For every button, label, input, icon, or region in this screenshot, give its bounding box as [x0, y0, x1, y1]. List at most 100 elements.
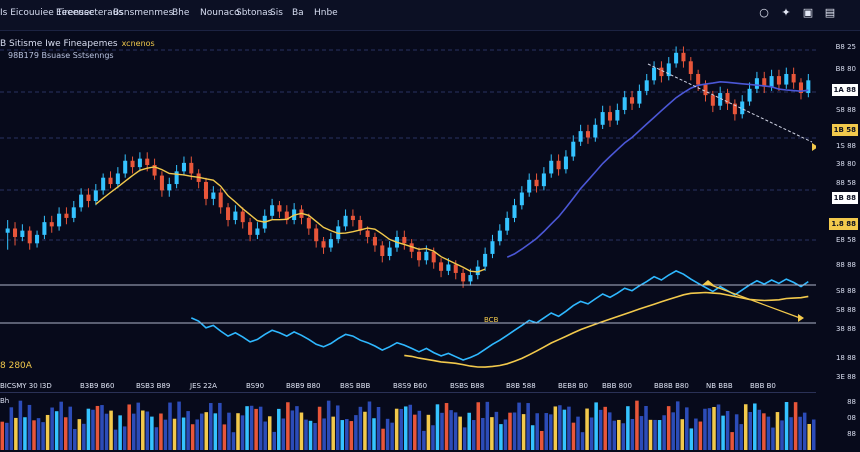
candle[interactable]	[615, 109, 620, 121]
candle[interactable]	[255, 228, 260, 235]
price-axis[interactable]: B8 25 B8 80 1A 88 S8 88 1B 58 1S 88 38 8…	[816, 30, 860, 392]
candle[interactable]	[372, 236, 377, 246]
candle[interactable]	[490, 241, 495, 254]
candle[interactable]	[666, 63, 671, 77]
layout-icon[interactable]: ▣	[802, 6, 814, 19]
candle[interactable]	[439, 262, 444, 271]
candle[interactable]	[350, 215, 355, 221]
candle[interactable]	[718, 93, 723, 106]
candle[interactable]	[5, 228, 10, 233]
menu-item-9[interactable]: Hnbe	[314, 8, 338, 18]
candle[interactable]	[270, 205, 275, 216]
candle[interactable]	[167, 184, 172, 191]
candle[interactable]	[152, 165, 157, 176]
candle[interactable]	[710, 95, 715, 106]
candle[interactable]	[791, 73, 796, 83]
trendline[interactable]	[707, 283, 801, 319]
candle[interactable]	[71, 207, 76, 218]
candle[interactable]	[343, 215, 348, 227]
candle[interactable]	[277, 205, 282, 212]
search-icon[interactable]: ○	[759, 6, 769, 19]
menu-item-7[interactable]: Sis	[270, 8, 283, 18]
candle[interactable]	[226, 207, 231, 221]
candle[interactable]	[145, 158, 150, 165]
candle[interactable]	[181, 162, 186, 172]
candle[interactable]	[101, 177, 106, 191]
candle[interactable]	[358, 220, 363, 231]
candle[interactable]	[578, 131, 583, 142]
candle[interactable]	[776, 76, 781, 85]
candle[interactable]	[806, 80, 811, 94]
candle[interactable]	[27, 230, 32, 244]
candle[interactable]	[659, 67, 664, 77]
candle[interactable]	[86, 194, 91, 201]
candle[interactable]	[703, 84, 708, 96]
candle[interactable]	[49, 222, 54, 227]
candle[interactable]	[534, 179, 539, 187]
candle[interactable]	[674, 52, 679, 64]
candle[interactable]	[248, 222, 253, 235]
candle[interactable]	[505, 217, 510, 231]
candle[interactable]	[402, 236, 407, 244]
candle[interactable]	[652, 67, 657, 81]
candle[interactable]	[461, 272, 466, 282]
candle[interactable]	[475, 266, 480, 276]
menu-item-6[interactable]: Sbtonas	[236, 8, 273, 18]
menu-item-8[interactable]: Ba	[292, 8, 304, 18]
candle[interactable]	[387, 247, 392, 257]
candle[interactable]	[123, 160, 128, 174]
candle[interactable]	[203, 181, 209, 199]
candle[interactable]	[585, 131, 590, 138]
candle[interactable]	[556, 160, 561, 170]
candle[interactable]	[42, 222, 47, 235]
time-axis[interactable]: BICSMY 30 I3D B3B9 B60 BSB3 B89 JES 22A …	[0, 380, 816, 392]
candle[interactable]	[79, 194, 84, 208]
candle[interactable]	[483, 253, 488, 267]
candle[interactable]	[20, 230, 25, 237]
save-icon[interactable]: ▤	[824, 6, 836, 19]
candle[interactable]	[416, 251, 422, 261]
candle[interactable]	[593, 124, 598, 138]
candle[interactable]	[740, 101, 745, 115]
candle[interactable]	[512, 205, 517, 218]
candle[interactable]	[284, 211, 289, 221]
candle[interactable]	[798, 82, 804, 94]
candle[interactable]	[130, 160, 135, 168]
candle[interactable]	[174, 171, 179, 185]
candle[interactable]	[218, 192, 223, 208]
candle[interactable]	[497, 230, 502, 242]
candle[interactable]	[409, 243, 414, 252]
menu-item-5[interactable]: Nounaco	[200, 8, 240, 18]
candle[interactable]	[240, 211, 245, 223]
candle[interactable]	[630, 97, 635, 104]
candle[interactable]	[607, 112, 613, 121]
candle[interactable]	[600, 112, 605, 125]
candle[interactable]	[64, 213, 69, 218]
candle[interactable]	[696, 73, 701, 85]
candle[interactable]	[365, 230, 370, 237]
settings-icon[interactable]: ✦	[781, 6, 791, 19]
candle[interactable]	[233, 211, 238, 221]
candle[interactable]	[519, 192, 524, 206]
candle[interactable]	[784, 73, 789, 85]
candle[interactable]	[12, 228, 18, 237]
menu-item-1[interactable]: Is Eicouuiee Tirensecteraus	[0, 8, 124, 18]
candle[interactable]	[328, 239, 333, 248]
candle[interactable]	[622, 97, 627, 110]
candle[interactable]	[115, 173, 120, 185]
candle[interactable]	[57, 213, 62, 227]
candle[interactable]	[159, 175, 164, 191]
candle[interactable]	[563, 156, 568, 170]
candle[interactable]	[306, 217, 311, 229]
candle[interactable]	[380, 245, 385, 257]
candle[interactable]	[541, 173, 546, 187]
candle[interactable]	[549, 160, 554, 174]
candle[interactable]	[314, 228, 319, 242]
candle[interactable]	[211, 192, 216, 199]
menu-item-4[interactable]: Bhe	[172, 8, 190, 18]
candle[interactable]	[762, 78, 767, 87]
candle[interactable]	[137, 158, 142, 168]
candle[interactable]	[754, 78, 759, 89]
candle[interactable]	[571, 141, 576, 157]
candle[interactable]	[681, 52, 686, 62]
